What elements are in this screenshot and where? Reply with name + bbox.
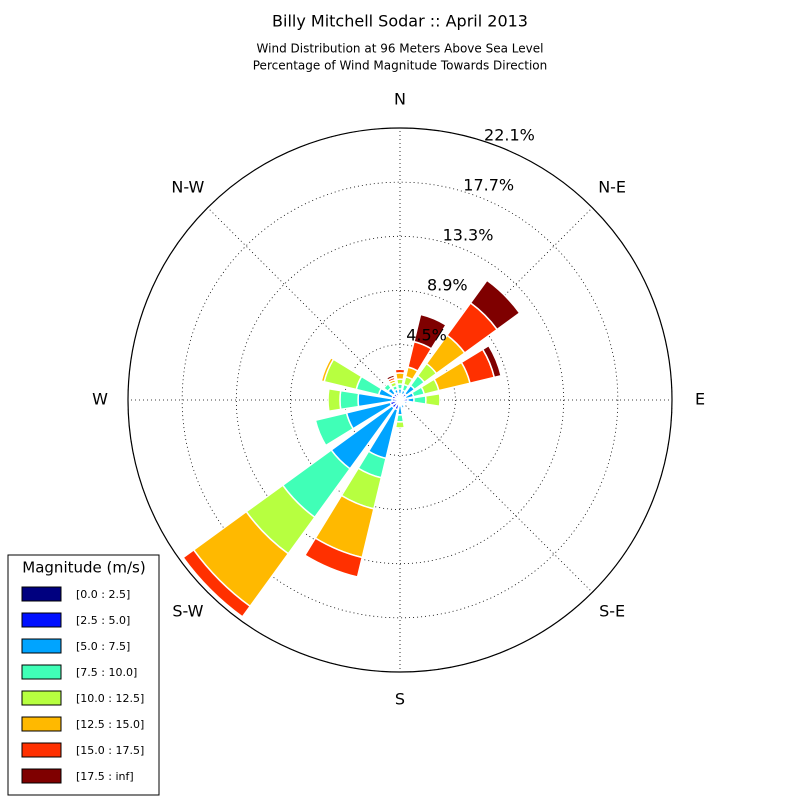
legend-swatch: [21, 612, 62, 628]
y-tick-label: 17.7%: [463, 175, 514, 194]
legend-label: [10.0 : 12.5]: [76, 692, 144, 705]
direction-label: S: [395, 690, 405, 709]
polar-frame: [127, 127, 673, 673]
chart-title: Billy Mitchell Sodar :: April 2013: [272, 12, 528, 31]
chart-subtitle: Wind Distribution at 96 Meters Above Sea…: [257, 42, 544, 56]
legend-swatch: [21, 586, 62, 602]
wedge: [413, 395, 427, 405]
wedge: [424, 392, 441, 408]
direction-label: N-E: [598, 177, 626, 196]
wedge: [339, 389, 360, 411]
legend-label: [17.5 : inf]: [76, 770, 134, 783]
y-tick-label: 13.3%: [443, 225, 494, 244]
legend-swatch: [21, 664, 62, 680]
grid-line: [235, 235, 565, 565]
legend-swatch: [21, 716, 62, 732]
legend-swatch: [21, 742, 62, 758]
wedge: [320, 356, 335, 383]
wedge: [395, 413, 405, 423]
direction-label: E: [695, 390, 705, 409]
plot-area: N N-E E S-E S S-W W N-W 4.5% 8.9% 13.3% 17.7% 22.1%: [92, 90, 705, 709]
direction-label: N-W: [171, 177, 204, 196]
wedge: [394, 368, 406, 375]
legend-label: [15.0 : 17.5]: [76, 744, 144, 757]
legend-label: [7.5 : 10.0]: [76, 666, 137, 679]
wedge: [385, 373, 396, 382]
wedge: [481, 344, 503, 379]
legend-title: Magnitude (m/s): [22, 559, 145, 577]
direction-label: S-E: [599, 602, 625, 621]
direction-label: S-W: [172, 602, 203, 621]
wedge: [413, 313, 448, 350]
wedge: [382, 382, 393, 393]
grid-line: [290, 290, 510, 510]
wedge: [407, 396, 415, 404]
wedge: [327, 387, 342, 413]
wedge: [314, 411, 355, 447]
wedge: [394, 420, 406, 429]
direction-label: N: [394, 90, 406, 109]
wedge: [303, 537, 364, 578]
legend-label: [12.5 : 15.0]: [76, 718, 144, 731]
grid-line: [399, 399, 593, 593]
legend-swatch: [21, 690, 62, 706]
wedge: [182, 548, 252, 618]
wedge: [403, 400, 409, 405]
y-tick-label: 22.1%: [484, 125, 535, 144]
y-tick-label: 4.5%: [406, 325, 447, 344]
direction-label: W: [92, 390, 108, 409]
legend-label: [0.0 : 2.5]: [76, 588, 130, 601]
wedge: [401, 406, 407, 411]
chart-subtitle: Percentage of Wind Magnitude Towards Dir…: [253, 59, 547, 73]
grid-line: [181, 181, 619, 619]
legend-swatch: [21, 638, 62, 654]
legend-swatch: [21, 768, 62, 784]
grid-line: [344, 344, 456, 456]
y-tick-label: 8.9%: [427, 275, 468, 294]
grid-line: [207, 207, 401, 401]
legend-label: [5.0 : 7.5]: [76, 640, 130, 653]
wedge: [469, 279, 521, 331]
legend: Magnitude (m/s) [0.0 : 2.5] [2.5 : 5.0] [5.…: [7, 554, 160, 796]
legend-label: [2.5 : 5.0]: [76, 614, 130, 627]
wedge: [394, 372, 406, 381]
